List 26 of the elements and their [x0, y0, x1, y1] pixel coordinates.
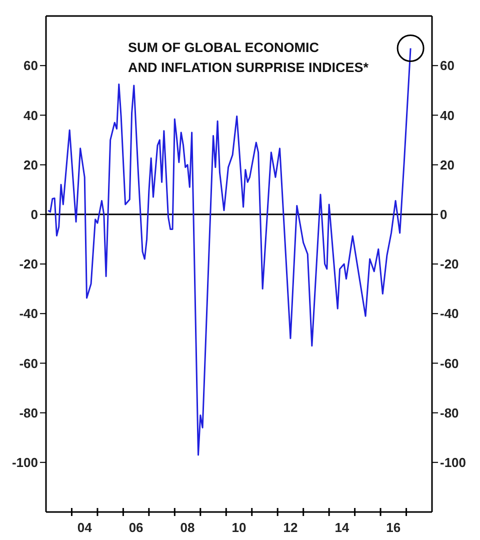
- y2-tick-label: 40: [440, 108, 454, 123]
- y2-tick-label: 20: [440, 157, 454, 172]
- y-tick-label: -40: [19, 306, 38, 322]
- y-tick-label: 20: [24, 157, 38, 172]
- x-tick-label: 06: [128, 520, 144, 535]
- x-tick-label: 12: [283, 520, 298, 535]
- y2-tick-label: -100: [440, 455, 466, 470]
- x-tick-label: 16: [386, 520, 401, 535]
- x-tick-label: 08: [180, 520, 195, 535]
- y-tick-label: -80: [19, 405, 38, 420]
- y2-tick-label: 0: [440, 207, 448, 222]
- y-tick-label: -20: [19, 256, 38, 272]
- x-tick-label: 10: [232, 520, 246, 535]
- text: SUM OF GLOBAL ECONOMIC AND INFLATION SURPRISE INDICES*: [128, 39, 369, 77]
- y-tick-label: -60: [19, 356, 38, 371]
- y-tick-label: 40: [24, 108, 38, 123]
- y-tick-label: 60: [24, 58, 38, 74]
- y2-tick-label: -20: [440, 256, 459, 272]
- y2-tick-label: -60: [440, 356, 459, 371]
- y2-tick-label: -80: [440, 405, 459, 420]
- x-tick-label: 04: [77, 520, 93, 535]
- y-tick-label: -100: [12, 455, 38, 470]
- y2-tick-label: 60: [440, 58, 454, 74]
- y2-tick-label: -40: [440, 306, 459, 322]
- x-tick-label: 14: [334, 520, 350, 535]
- y-tick-label: 0: [30, 207, 38, 222]
